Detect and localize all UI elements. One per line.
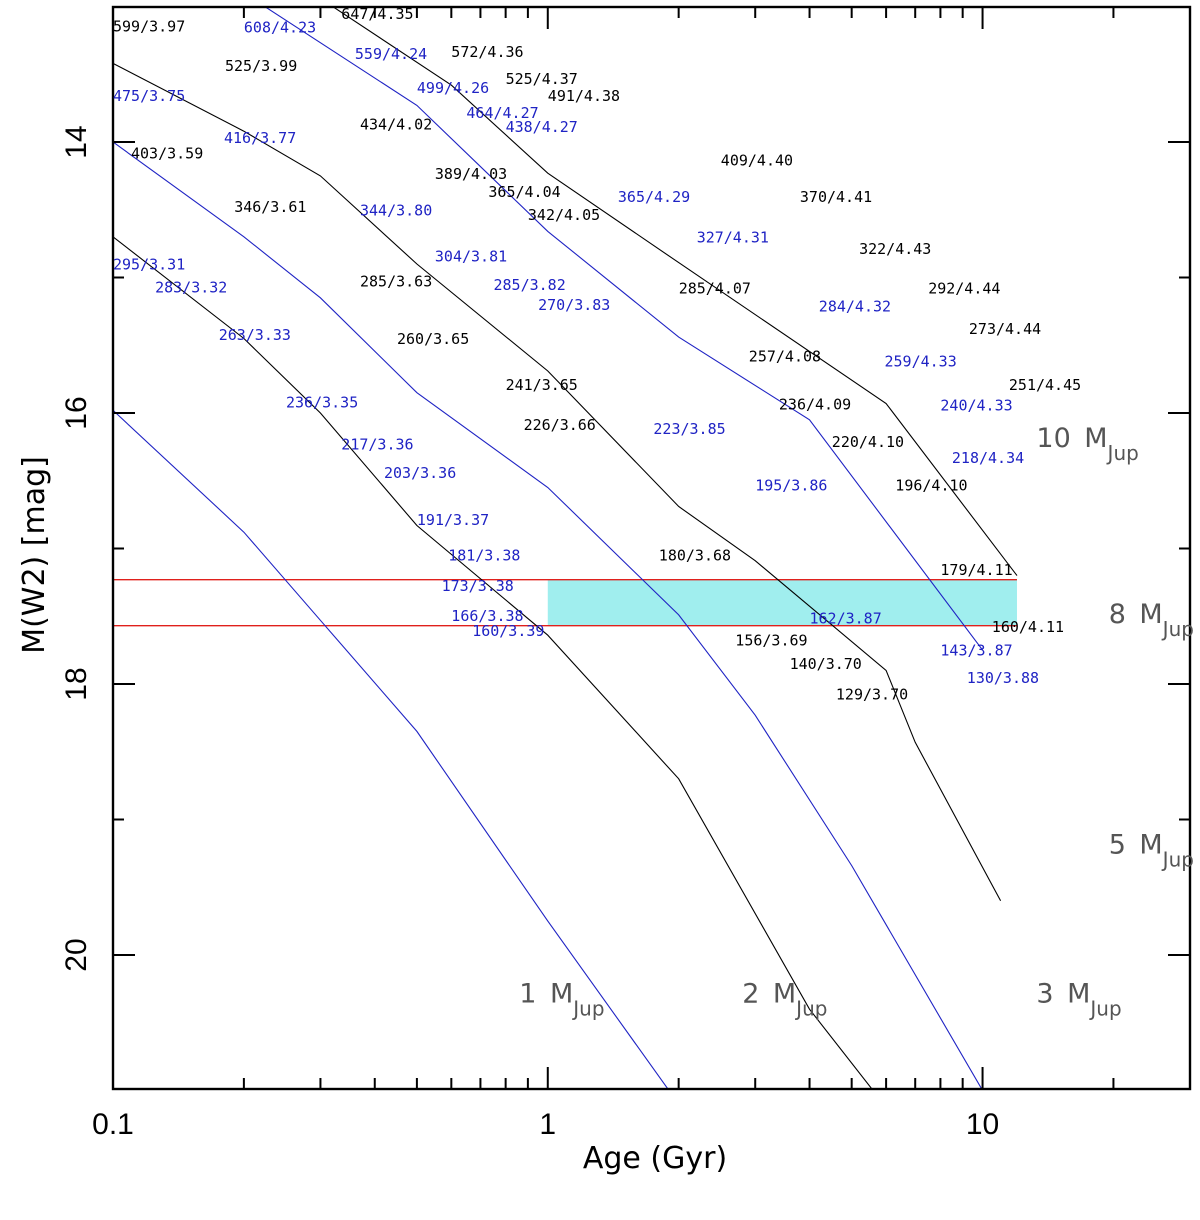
point-label: 525/4.37 <box>506 70 578 88</box>
point-label: 284/4.32 <box>819 298 891 316</box>
point-label: 285/3.82 <box>494 276 566 294</box>
point-label: 217/3.36 <box>341 436 413 454</box>
point-label: 608/4.23 <box>244 19 316 37</box>
series-line-curve-2 <box>113 236 873 1089</box>
mass-label: 3 MJup <box>1036 978 1121 1020</box>
point-label: 236/4.09 <box>779 396 851 414</box>
point-label: 129/3.70 <box>836 686 908 704</box>
point-label: 143/3.87 <box>940 642 1012 660</box>
point-label: 599/3.97 <box>113 17 185 35</box>
x-axis-title: Age (Gyr) <box>583 1141 727 1176</box>
point-label: 344/3.80 <box>360 201 432 219</box>
point-label: 285/4.07 <box>679 279 751 297</box>
point-label: 403/3.59 <box>131 145 203 163</box>
y-tick-label: 20 <box>60 938 93 971</box>
point-label: 191/3.37 <box>417 511 489 529</box>
band-fill <box>547 579 1017 626</box>
mass-labels: 10 MJup 8 MJup 5 MJup 1 MJup 2 MJup 3 MJup <box>519 423 1194 1021</box>
point-label: 491/4.38 <box>548 87 620 105</box>
curves <box>113 7 1018 1089</box>
point-label: 223/3.85 <box>653 420 725 438</box>
y-tick-label: 14 <box>60 125 93 158</box>
point-label: 273/4.44 <box>969 320 1041 338</box>
point-label: 283/3.32 <box>155 279 227 297</box>
point-label: 327/4.31 <box>697 229 769 247</box>
point-label: 409/4.40 <box>721 151 793 169</box>
point-label: 285/3.63 <box>360 273 432 291</box>
y-tick-label: 16 <box>60 396 93 429</box>
target-band <box>113 578 1017 627</box>
point-label: 292/4.44 <box>928 279 1000 297</box>
x-tick-label: 0.1 <box>92 1108 134 1141</box>
point-label: 203/3.36 <box>384 464 456 482</box>
point-label: 236/3.35 <box>286 394 358 412</box>
point-label: 179/4.11 <box>940 561 1012 579</box>
point-label: 304/3.81 <box>435 248 507 266</box>
point-label: 270/3.83 <box>538 296 610 314</box>
point-label: 438/4.27 <box>506 118 578 136</box>
point-label: 180/3.68 <box>659 547 731 565</box>
series-line-curve-3 <box>113 141 983 1089</box>
point-label: 342/4.05 <box>528 206 600 224</box>
point-label: 160/3.39 <box>472 622 544 640</box>
point-label: 160/4.11 <box>992 618 1064 636</box>
point-label: 162/3.87 <box>810 610 882 628</box>
point-label: 130/3.88 <box>967 669 1039 687</box>
point-label: 475/3.75 <box>113 87 185 105</box>
point-label: 251/4.45 <box>1009 376 1081 394</box>
point-label: 370/4.41 <box>800 188 872 206</box>
point-label: 166/3.38 <box>451 607 523 625</box>
point-label: 220/4.10 <box>832 433 904 451</box>
point-label: 559/4.24 <box>355 45 427 63</box>
point-label: 416/3.77 <box>224 129 296 147</box>
point-labels: 647/4.35 608/4.23 599/3.97 572/4.36 559/4.24… <box>113 5 1081 703</box>
point-label: 260/3.65 <box>397 330 469 348</box>
point-label: 295/3.31 <box>113 256 185 274</box>
point-label: 156/3.69 <box>735 631 807 649</box>
point-label: 196/4.10 <box>895 476 967 494</box>
y-tick-label: 18 <box>60 667 93 700</box>
point-label: 572/4.36 <box>451 43 523 61</box>
series-line-curve-4 <box>113 62 1002 902</box>
series-line-curve-6 <box>332 7 1018 576</box>
point-label: 240/4.33 <box>940 396 1012 414</box>
mass-label: 1 MJup <box>519 978 604 1020</box>
axis-ticks: 0.1 1 10 14 16 18 20 <box>60 7 1191 1141</box>
mass-label: 5 MJup <box>1109 829 1194 871</box>
point-label: 263/3.33 <box>219 326 291 344</box>
x-tick-label: 1 <box>539 1108 556 1141</box>
point-label: 322/4.43 <box>859 240 931 258</box>
point-label: 226/3.66 <box>524 416 596 434</box>
point-label: 346/3.61 <box>234 198 306 216</box>
point-label: 257/4.08 <box>749 348 821 366</box>
point-label: 140/3.70 <box>790 655 862 673</box>
point-label: 241/3.65 <box>506 376 578 394</box>
point-label: 389/4.03 <box>435 165 507 183</box>
point-label: 464/4.27 <box>466 104 538 122</box>
point-label: 365/4.29 <box>618 188 690 206</box>
series-line-curve-1 <box>113 409 669 1089</box>
mass-label: 10 MJup <box>1036 423 1138 465</box>
mass-label: 8 MJup <box>1109 599 1194 641</box>
point-label: 173/3.38 <box>442 577 514 595</box>
x-tick-label: 10 <box>966 1108 999 1141</box>
point-label: 434/4.02 <box>360 115 432 133</box>
point-label: 181/3.38 <box>448 547 520 565</box>
series-line-curve-5 <box>264 7 984 651</box>
point-label: 218/4.34 <box>952 449 1024 467</box>
point-label: 195/3.86 <box>755 476 827 494</box>
point-label: 525/3.99 <box>225 57 297 75</box>
point-label: 499/4.26 <box>417 79 489 97</box>
mass-label: 2 MJup <box>742 978 827 1020</box>
y-axis-title: M(W2) [mag] <box>17 456 52 654</box>
point-label: 647/4.35 <box>341 5 413 23</box>
point-label: 259/4.33 <box>885 352 957 370</box>
point-label: 365/4.04 <box>488 183 560 201</box>
